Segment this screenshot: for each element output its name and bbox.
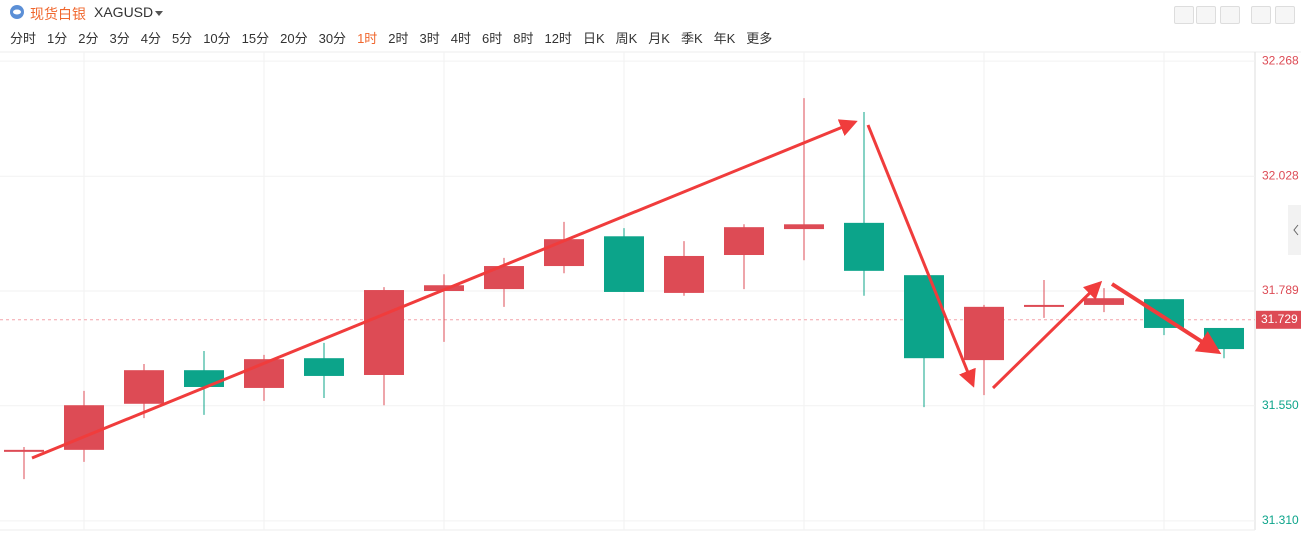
annotation-arrow — [991, 280, 1103, 390]
timeframe-tab[interactable]: 年K — [713, 31, 736, 46]
y-tick-label: 31.310 — [1262, 513, 1299, 527]
annotation-arrow — [31, 119, 858, 460]
timeframe-tab[interactable]: 20分 — [280, 31, 308, 46]
candle-body — [544, 239, 584, 267]
candle-body — [364, 290, 404, 375]
candle-body — [424, 285, 464, 291]
annotation-arrow — [866, 124, 976, 388]
current-price-label: 31.729 — [1261, 312, 1298, 326]
candle-body — [964, 306, 1004, 361]
indicator-button[interactable] — [1174, 6, 1194, 24]
y-tick-label: 32.268 — [1262, 53, 1299, 67]
timeframe-tab[interactable]: 4时 — [450, 31, 471, 46]
timeframe-tab[interactable]: 1时 — [357, 31, 378, 46]
timeframe-tab[interactable]: 15分 — [241, 31, 270, 46]
timeframe-tab[interactable]: 2分 — [78, 31, 99, 46]
dropdown-caret[interactable] — [155, 11, 163, 17]
timeframe-tab[interactable]: 日K — [582, 31, 605, 46]
symbol-code[interactable]: XAGUSD — [94, 4, 154, 20]
timeframe-tab[interactable]: 3分 — [109, 31, 130, 46]
fullscreen-button[interactable] — [1251, 6, 1271, 24]
header: 现货白银 XAGUSD — [0, 0, 1301, 26]
timeframe-tab[interactable]: 1分 — [47, 31, 68, 46]
candle-body — [784, 224, 824, 230]
timeframe-tab[interactable]: 2时 — [388, 31, 409, 46]
y-tick-label: 31.789 — [1262, 283, 1299, 297]
candle-body — [844, 222, 884, 271]
candle-body — [604, 236, 644, 292]
candle-body — [184, 370, 224, 387]
timeframe-tab[interactable]: 5分 — [171, 31, 193, 46]
candle-body — [4, 449, 44, 452]
candle-body — [304, 358, 344, 376]
timeframe-tab[interactable]: 4分 — [140, 31, 161, 46]
candle-body — [1024, 304, 1064, 307]
timeframe-tab[interactable]: 更多 — [746, 31, 773, 46]
y-tick-label: 31.550 — [1262, 398, 1299, 412]
candle-body — [484, 266, 524, 290]
timeframe-tab[interactable]: 3时 — [419, 31, 440, 46]
timeframe-tab[interactable]: 6时 — [482, 31, 503, 46]
collapse-icon — [1293, 224, 1299, 236]
candle-body — [1084, 298, 1124, 305]
timeframe-tab[interactable]: 季K — [680, 31, 703, 46]
annotation-arrow — [1110, 282, 1222, 355]
timeframe-tab[interactable]: 8时 — [513, 31, 534, 46]
chart-type-button[interactable] — [1220, 6, 1240, 24]
y-tick-label: 32.028 — [1262, 168, 1299, 182]
timeframe-tab[interactable]: 周K — [615, 31, 638, 46]
timeframe-tab[interactable]: 12时 — [544, 31, 572, 46]
timeframe-bar: 分时 1分 2分 3分 4分 5分 10分 15分 20分 30分 1时 2时 3时 4时 6时 8时 12时日… — [10, 28, 772, 47]
timeframe-tab[interactable]: 30分 — [318, 31, 347, 46]
draw-button[interactable] — [1196, 6, 1216, 24]
candle-body — [904, 275, 944, 359]
symbol-icon — [10, 5, 24, 19]
candle-body — [1144, 299, 1184, 328]
candle-body — [724, 227, 764, 256]
candle-body — [664, 255, 704, 293]
current-price-box — [1256, 310, 1301, 329]
candle-body — [124, 370, 164, 404]
timeframe-tab[interactable]: 10分 — [203, 31, 231, 46]
timeframe-tab[interactable]: 月K — [648, 31, 670, 46]
symbol-name[interactable]: 现货白银 — [30, 6, 86, 22]
timeframe-tab[interactable]: 分时 — [10, 31, 37, 46]
close-button[interactable] — [1275, 6, 1295, 24]
